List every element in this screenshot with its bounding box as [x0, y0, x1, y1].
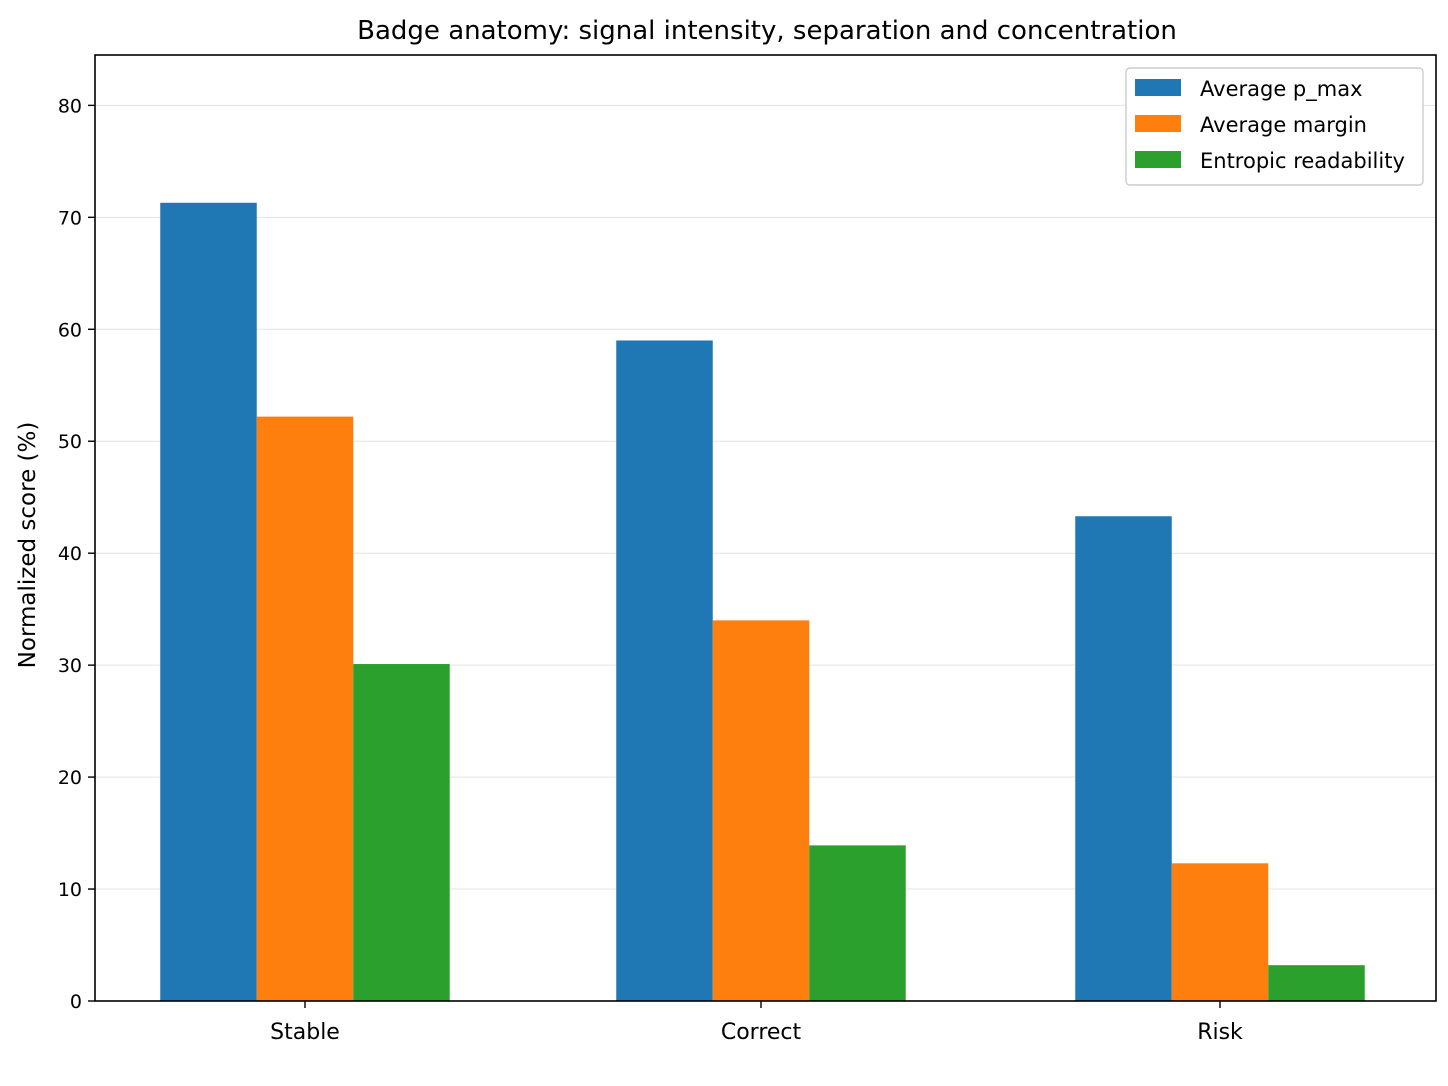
y-tick-label: 60	[58, 319, 82, 341]
legend-swatch	[1135, 151, 1181, 168]
x-tick-label: Correct	[721, 1020, 802, 1045]
x-axis-ticks: Stable Correct Risk	[270, 1001, 1243, 1045]
x-tick-label: Risk	[1197, 1020, 1243, 1045]
y-axis-label: Normalized score (%)	[15, 422, 41, 669]
y-tick-label: 10	[58, 879, 82, 901]
legend-box	[1125, 67, 1424, 186]
bar	[712, 620, 810, 1001]
x-tick-label: Stable	[270, 1020, 340, 1045]
y-axis-ticks: 0 10 20 30 40 50 60 70 80	[58, 95, 95, 1013]
legend-swatch	[1135, 79, 1181, 96]
y-tick-label: 40	[58, 543, 82, 565]
bar	[616, 340, 713, 1002]
bar	[809, 845, 906, 1001]
bar	[1268, 965, 1365, 1001]
bar	[1075, 516, 1172, 1001]
bars	[160, 202, 1365, 1002]
y-tick-label: 30	[58, 655, 82, 677]
y-tick-label: 80	[58, 95, 82, 117]
legend-swatch	[1135, 115, 1181, 132]
bar	[160, 202, 257, 1001]
bar	[256, 416, 354, 1002]
plot-frame	[94, 54, 1437, 1002]
chart-title: Badge anatomy: signal intensity, separat…	[357, 16, 1177, 46]
y-tick-label: 70	[58, 207, 82, 229]
legend: Average p_max Average margin Entropic read…	[1125, 67, 1424, 186]
bar	[353, 664, 450, 1001]
legend-label: Average margin	[1200, 113, 1367, 137]
y-tick-label: 0	[70, 991, 82, 1013]
bar	[1171, 863, 1269, 1001]
legend-label: Entropic readability	[1200, 149, 1405, 173]
legend-label: Average p_max	[1200, 77, 1363, 102]
y-tick-label: 50	[58, 431, 82, 453]
y-tick-label: 20	[58, 767, 82, 789]
